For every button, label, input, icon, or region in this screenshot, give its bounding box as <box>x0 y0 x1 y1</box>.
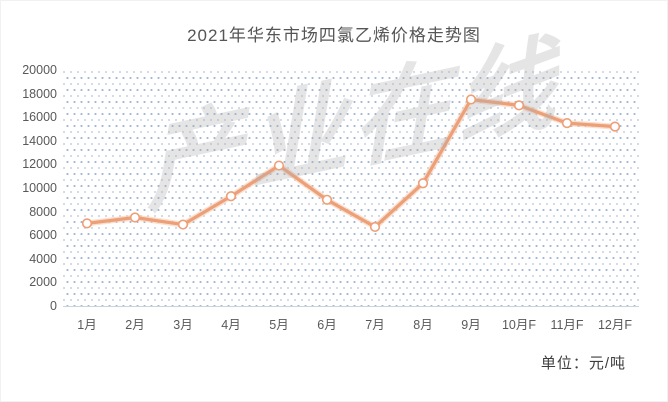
y-tick-label: 2000 <box>29 275 57 290</box>
data-point-7月 <box>369 221 381 233</box>
data-point-9月 <box>465 94 477 105</box>
x-tick-label: 10月F <box>501 318 537 332</box>
x-tick-label: 4月 <box>221 318 241 332</box>
y-tick-label: 20000 <box>22 63 57 77</box>
data-point-8月 <box>417 178 429 189</box>
price-line-halo <box>86 96 616 230</box>
y-tick-label: 18000 <box>22 86 57 101</box>
x-tick-label: 3月 <box>173 318 193 332</box>
x-tick-label: 9月 <box>461 318 481 332</box>
x-tick-label: 1月 <box>77 318 97 332</box>
data-point-12月F <box>609 121 621 132</box>
price-line <box>86 97 616 229</box>
data-point-10月F <box>513 100 525 111</box>
data-point-6月 <box>321 194 333 205</box>
chart-title: 2021年华东市场四氯乙烯价格走势图 <box>187 26 481 45</box>
data-point-3月 <box>177 219 189 230</box>
x-tick-label: 11月F <box>550 318 584 332</box>
y-tick-label: 6000 <box>29 228 57 243</box>
data-point-2月 <box>129 212 141 223</box>
data-point-4月 <box>225 191 237 202</box>
y-tick-label: 8000 <box>29 204 57 219</box>
x-tick-label: 8月 <box>413 318 433 332</box>
x-tick-label: 5月 <box>269 318 289 332</box>
y-tick-label: 12000 <box>22 157 57 172</box>
data-point-5月 <box>273 160 285 171</box>
y-tick-label: 14000 <box>22 133 57 148</box>
x-tick-label: 2月 <box>125 318 145 332</box>
y-tick-label: 10000 <box>22 181 57 195</box>
data-point-11月F <box>561 117 573 129</box>
price-line-chart <box>81 94 621 233</box>
y-axis: 0 2000 4000 6000 8000 10000 12000 14000 16000 180… <box>1 63 57 313</box>
plot-area <box>63 70 639 307</box>
x-tick-label: 7月 <box>365 318 385 332</box>
y-tick-label: 0 <box>50 299 57 313</box>
data-point-1月 <box>81 218 93 229</box>
x-tick-label: 12月F <box>597 318 633 332</box>
y-tick-label: 4000 <box>29 251 57 266</box>
x-tick-label: 6月 <box>317 318 337 332</box>
unit-label: 单位：元/吨 <box>540 355 626 372</box>
x-axis: 1月 2月 3月 4月 5月 6月 7月 8月 9月 10月F 11月F 12月F <box>63 317 639 337</box>
y-tick-label: 16000 <box>22 110 57 125</box>
